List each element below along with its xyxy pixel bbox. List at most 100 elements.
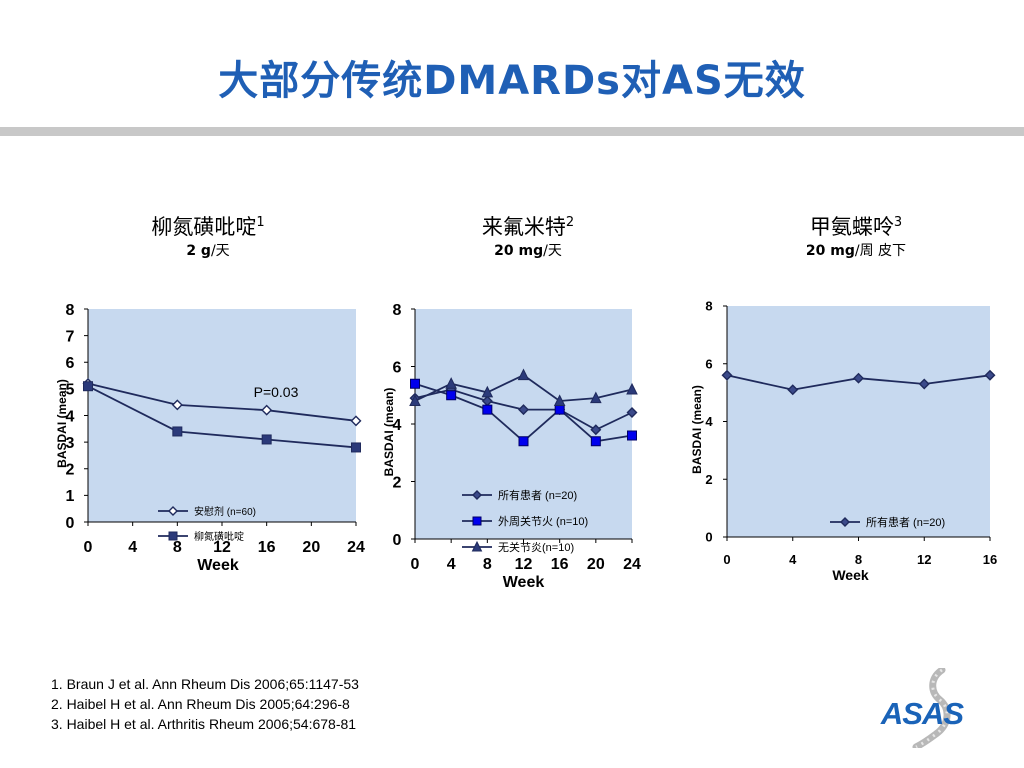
panel-1-drug-name: 柳氮磺吡啶: [151, 215, 257, 239]
panel-2-dose-unit: /天: [543, 243, 562, 259]
chart-1-y-tick-label: 3: [66, 435, 75, 452]
chart-3-y-tick-label: 0: [705, 530, 712, 545]
chart-2-y-tick-label: 6: [393, 359, 402, 376]
chart-2-x-tick-label: 4: [447, 556, 456, 573]
chart-1-x-tick-label: 12: [213, 539, 231, 556]
chart-1-x-tick-label: 0: [84, 539, 93, 556]
chart-1-annotation: P=0.03: [254, 384, 299, 400]
chart-1-y-tick-label: 6: [66, 355, 75, 372]
panel-1-dose-unit: /天: [210, 243, 230, 259]
chart-2-series-3-point: [517, 368, 530, 381]
chart-1-x-tick-label: 16: [258, 539, 276, 556]
chart-1-series-2-point: [351, 442, 361, 453]
chart-2-y-tick-label: 2: [393, 474, 402, 491]
chart-1-series-2-point: [83, 381, 93, 392]
chart-3-series-1-point: [853, 372, 864, 384]
chart-2-y-tick-label: 0: [393, 532, 402, 549]
chart-1-y-tick-label: 8: [66, 302, 75, 319]
panel-2-drug-name: 来氟米特: [481, 215, 566, 239]
panel-3-heading: 甲氨蝶呤3 20 mg/周 皮下: [736, 210, 976, 260]
chart-2-x-tick-label: 16: [551, 556, 569, 573]
chart-3-legend-marker: [840, 517, 850, 527]
chart-1-legend-label: 柳氮磺吡啶: [194, 530, 244, 543]
chart-1-y-tick-label: 5: [66, 382, 75, 399]
chart-2-series-3-point: [445, 377, 457, 389]
panel-2-ref-number: 2: [565, 215, 575, 230]
panel-1-dose-amount: 2 g: [186, 243, 211, 259]
chart-1-y-tick-label: 2: [66, 462, 75, 479]
chart-1-series-2-line: [87, 385, 357, 449]
panel-2-dose-amount: 20 mg: [494, 243, 544, 259]
chart-2-plot-area: [415, 309, 632, 539]
chart-1-y-tick-label: 0: [66, 515, 75, 532]
chart-1-x-axis-label: Week: [197, 557, 239, 574]
chart-1-series-2-point: [261, 434, 272, 445]
panel-1-ref-number: 1: [256, 215, 265, 230]
chart-2-legend-label: 所有患者 (n=20): [498, 488, 577, 502]
chart-2-x-tick-label: 0: [411, 556, 420, 573]
chart-3-x-tick-label: 12: [917, 552, 931, 567]
chart-3-y-axis-label: BASDAI (mean): [690, 385, 704, 474]
panel-3-dose-amount: 20 mg: [805, 243, 855, 259]
chart-1-y-tick-label: 4: [66, 408, 75, 425]
chart-3-series-1-point: [918, 378, 930, 390]
chart-3-x-tick-label: 4: [789, 552, 797, 567]
panel-2-heading: 来氟米特2 20 mg/天: [408, 210, 648, 260]
panel-3-drug-name: 甲氨蝶呤: [809, 215, 894, 239]
reference-3: 3. Haibel H et al. Arthritis Rheum 2006;…: [51, 716, 357, 732]
chart-1-legend-marker: [168, 506, 178, 516]
chart-2-series-3-point: [409, 394, 421, 406]
chart-1-series-1-point: [350, 415, 362, 427]
chart-2-legend-marker: [472, 516, 482, 526]
chart-1-legend-marker: [168, 531, 178, 541]
references: 1. Braun J et al. Ann Rheum Dis 2006;65:…: [51, 674, 359, 734]
chart-2-series-2-point: [446, 390, 457, 401]
chart-2-x-tick-label: 24: [623, 556, 641, 573]
slide-title: 大部分传统DMARDs对AS无效: [218, 58, 806, 104]
chart-2-y-tick-label: 8: [393, 302, 402, 319]
logo-ribbon-icon: [912, 668, 951, 748]
title-divider: [0, 127, 1024, 136]
logo-text: ASAS: [880, 696, 964, 731]
chart-1-legend-label: 安慰剂 (n=60): [194, 505, 256, 518]
chart-1-series-2-point: [172, 426, 183, 437]
reference-1: 1. Braun J et al. Ann Rheum Dis 2006;65:…: [51, 676, 359, 692]
chart-2-series-2-point: [590, 436, 601, 447]
chart-2-series-2-point: [627, 430, 637, 441]
chart-2-series-2-point: [410, 378, 420, 389]
chart-1-y-axis-label: BASDAI (mean): [55, 379, 69, 468]
panel-3-ref-number: 3: [893, 215, 903, 230]
chart-3-x-tick-label: 0: [723, 552, 730, 567]
chart-1-x-tick-label: 24: [347, 539, 365, 556]
chart-2-x-tick-label: 8: [483, 556, 492, 573]
chart-2-x-tick-label: 12: [515, 556, 533, 573]
chart-2-legend-label: 外周关节火 (n=10): [498, 514, 588, 528]
chart-2-series-2-point: [554, 404, 565, 415]
chart-2-series-2-point: [518, 436, 529, 447]
chart-2-series-1-point: [626, 407, 638, 418]
chart-2-y-tick-label: 4: [393, 417, 402, 434]
panel-3-dose-unit: /周 皮下: [854, 243, 907, 259]
chart-2-series-3-point: [626, 382, 638, 395]
chart-2-legend-marker: [471, 540, 483, 552]
asas-logo: ASAS: [872, 668, 972, 748]
chart-1-series-1-point: [171, 399, 183, 411]
chart-3-x-tick-label: 16: [983, 552, 997, 567]
chart-1-y-tick-label: 7: [66, 328, 75, 345]
chart-3-y-tick-label: 6: [705, 356, 712, 371]
chart-3-x-tick-label: 8: [855, 552, 862, 567]
chart-3-series-1-point: [787, 384, 799, 396]
chart-2-series-3-point: [590, 391, 602, 404]
chart-2-series-3-point: [553, 394, 566, 406]
chart-3-series-1-point: [721, 369, 733, 381]
chart-1-series-1-line: [87, 382, 357, 422]
chart-2-series-1-point: [590, 424, 602, 436]
chart-3-y-tick-label: 8: [705, 299, 712, 314]
chart-1-x-tick-label: 8: [173, 539, 182, 556]
chart-2-x-tick-label: 20: [587, 556, 605, 573]
chart-2-legend-marker: [472, 490, 482, 500]
chart-3-plot-area: [727, 306, 990, 537]
chart-3-y-tick-label: 2: [705, 472, 712, 487]
chart-1-x-tick-label: 20: [302, 539, 320, 556]
